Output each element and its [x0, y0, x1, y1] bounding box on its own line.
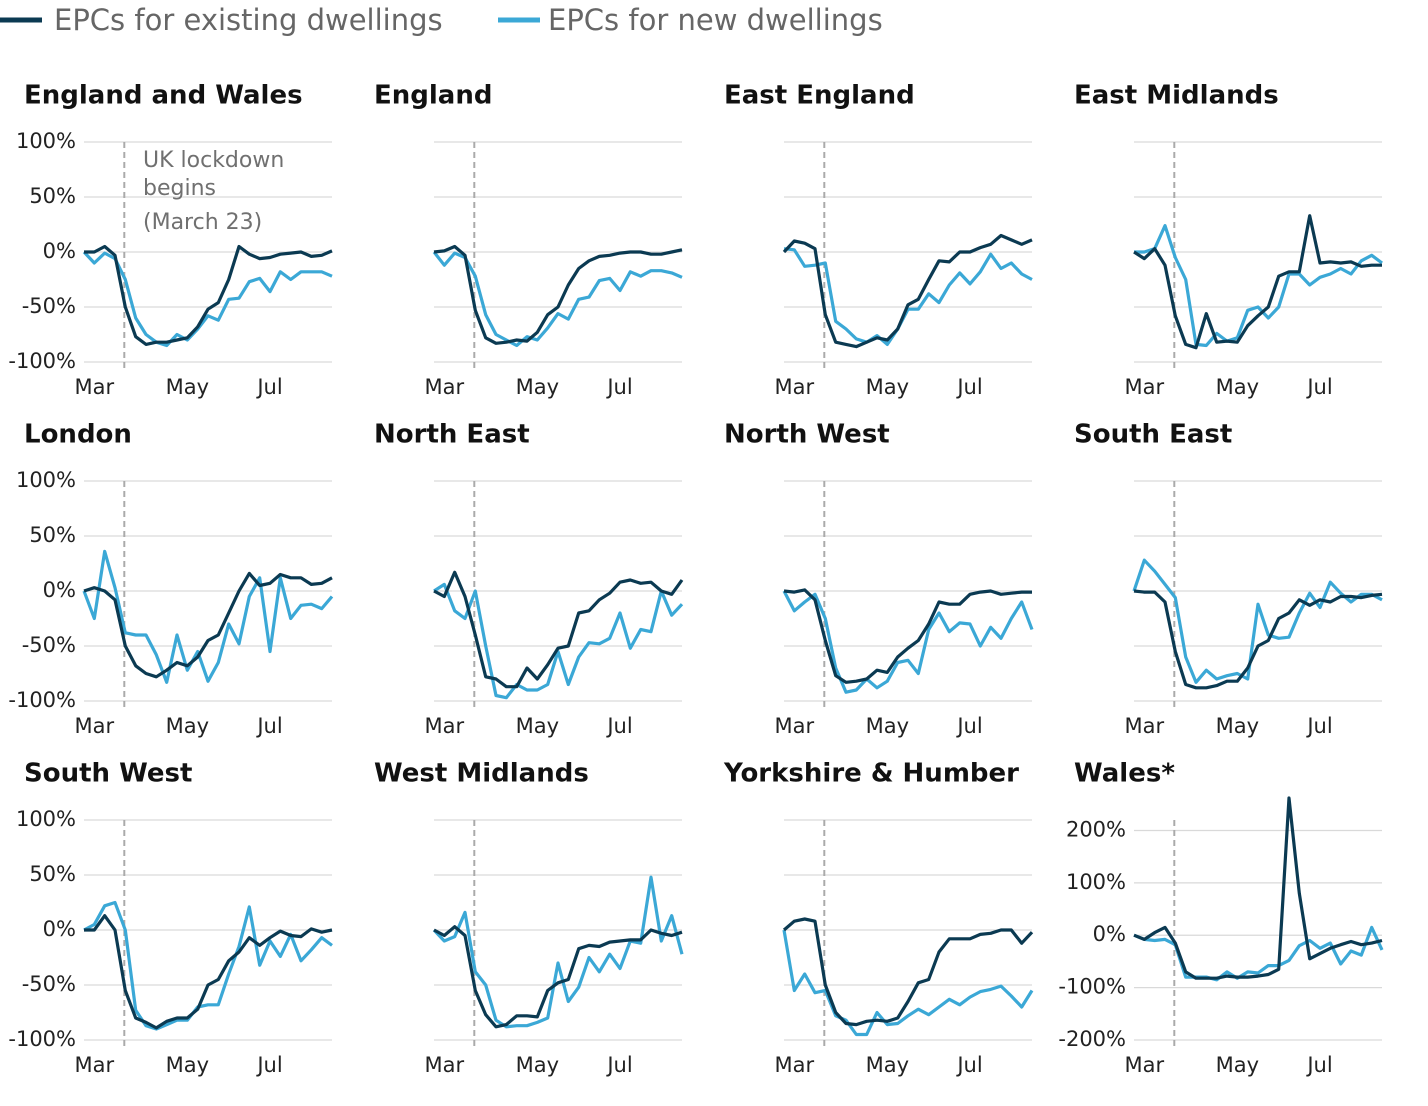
- x-tick-label: Mar: [1125, 1053, 1165, 1077]
- series-line: [84, 244, 333, 346]
- x-tick-label: May: [516, 1053, 559, 1077]
- x-tick-label: Mar: [75, 1053, 115, 1077]
- x-tick-label: May: [866, 714, 909, 738]
- x-tick-label: Mar: [1125, 714, 1165, 738]
- x-tick-label: Mar: [775, 375, 815, 399]
- x-tick-label: Jul: [955, 714, 982, 738]
- y-tick-label: -100%: [8, 688, 76, 712]
- x-tick-label: May: [516, 714, 559, 738]
- series-line: [432, 251, 683, 348]
- panel-title: England: [374, 81, 492, 111]
- x-tick-label: Mar: [425, 1053, 465, 1077]
- series-line: [82, 549, 334, 684]
- x-tick-label: May: [1216, 375, 1259, 399]
- x-tick-label: Jul: [1305, 1053, 1332, 1077]
- series-line: [1133, 589, 1383, 690]
- x-tick-label: Jul: [605, 1053, 632, 1077]
- x-tick-label: May: [1216, 714, 1259, 738]
- y-tick-label: 50%: [29, 523, 76, 547]
- series-line: [1134, 224, 1383, 348]
- panel-title: South West: [24, 759, 192, 789]
- annotation: (March 23): [143, 210, 262, 235]
- annotation: begins: [143, 176, 216, 201]
- x-tick-label: May: [166, 1053, 209, 1077]
- y-tick-label: 200%: [1066, 817, 1126, 841]
- series-line: [432, 875, 684, 1029]
- series-line: [1133, 796, 1383, 980]
- x-tick-label: Jul: [605, 375, 632, 399]
- series-line: [433, 244, 683, 345]
- series-line: [83, 571, 333, 679]
- series-line: [783, 588, 1032, 684]
- panel-title: East Midlands: [1074, 81, 1279, 111]
- y-tick-label: 100%: [16, 129, 76, 153]
- x-tick-label: Mar: [775, 714, 815, 738]
- x-tick-label: Jul: [1305, 714, 1332, 738]
- panel-title: England and Wales: [24, 81, 303, 111]
- legend-label: EPCs for new dwellings: [548, 3, 883, 37]
- series-line: [433, 570, 684, 689]
- x-tick-label: Mar: [75, 375, 115, 399]
- panel-title: South East: [1074, 420, 1232, 450]
- y-tick-label: 100%: [16, 807, 76, 831]
- y-tick-label: 50%: [29, 862, 76, 886]
- x-tick-label: May: [516, 375, 559, 399]
- y-tick-label: 0%: [1093, 922, 1126, 946]
- panel-title: London: [24, 420, 132, 450]
- series-line: [783, 247, 1033, 346]
- panel-title: North West: [724, 420, 890, 450]
- y-tick-label: -100%: [1058, 975, 1126, 999]
- y-tick-label: 0%: [43, 239, 76, 263]
- panel-title: West Midlands: [374, 759, 589, 789]
- y-tick-label: -50%: [22, 633, 76, 657]
- series-line: [782, 917, 1034, 1027]
- y-tick-label: -50%: [22, 294, 76, 318]
- x-tick-label: Jul: [1305, 375, 1332, 399]
- y-tick-label: 0%: [43, 578, 76, 602]
- x-tick-label: Mar: [425, 375, 465, 399]
- y-tick-label: 50%: [29, 184, 76, 208]
- panel-title: Yorkshire & Humber: [723, 759, 1019, 789]
- annotation: UK lockdown: [143, 148, 284, 173]
- series-line: [82, 250, 333, 348]
- panel-title: Wales*: [1074, 759, 1175, 789]
- series-line: [782, 929, 1034, 1037]
- panel-title: North East: [374, 420, 530, 450]
- series-line: [433, 582, 684, 700]
- x-tick-label: Jul: [255, 1053, 282, 1077]
- x-tick-label: Mar: [775, 1053, 815, 1077]
- series-line: [433, 925, 683, 1029]
- y-tick-label: -100%: [8, 349, 76, 373]
- x-tick-label: Mar: [1125, 375, 1165, 399]
- x-tick-label: Jul: [255, 714, 282, 738]
- x-tick-label: May: [1216, 1053, 1259, 1077]
- x-tick-label: May: [166, 375, 209, 399]
- x-tick-label: Mar: [425, 714, 465, 738]
- x-tick-label: May: [166, 714, 209, 738]
- x-tick-label: Jul: [605, 714, 632, 738]
- series-line: [1132, 558, 1383, 684]
- y-tick-label: 100%: [16, 468, 76, 492]
- y-tick-label: 100%: [1066, 870, 1126, 894]
- series-line: [1133, 214, 1382, 350]
- series-line: [782, 233, 1033, 349]
- x-tick-label: Jul: [955, 375, 982, 399]
- y-tick-label: -100%: [8, 1027, 76, 1051]
- panel-title: East England: [724, 81, 915, 111]
- x-tick-label: Jul: [955, 1053, 982, 1077]
- series-line: [84, 914, 333, 1030]
- series-line: [782, 590, 1034, 694]
- y-tick-label: 0%: [43, 917, 76, 941]
- legend-label: EPCs for existing dwellings: [54, 3, 443, 37]
- x-tick-label: Jul: [255, 375, 282, 399]
- x-tick-label: May: [866, 375, 909, 399]
- y-tick-label: -200%: [1058, 1027, 1126, 1051]
- x-tick-label: Mar: [75, 714, 115, 738]
- y-tick-label: -50%: [22, 972, 76, 996]
- x-tick-label: May: [866, 1053, 909, 1077]
